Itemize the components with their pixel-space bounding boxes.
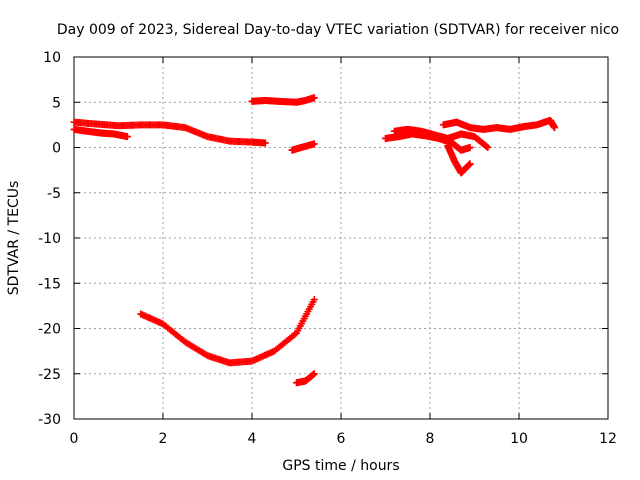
y-tick-label: -30 (38, 412, 61, 428)
series-track-i (390, 125, 492, 151)
x-tick-label: 2 (159, 431, 168, 447)
data-point (466, 160, 474, 168)
y-tick-label: -20 (38, 322, 61, 338)
y-tick-label: -25 (38, 367, 61, 383)
series-track-d (137, 296, 318, 367)
data-point (261, 139, 269, 147)
series-track-h (444, 142, 474, 177)
data-point (310, 296, 318, 304)
x-tick-label: 10 (510, 431, 528, 447)
series-track-g (439, 116, 559, 133)
x-tick-label: 8 (426, 431, 435, 447)
data-point (484, 144, 492, 151)
series-track-a (70, 118, 269, 147)
series-track-b (248, 94, 318, 106)
x-tick-label: 6 (337, 431, 346, 447)
x-ticks: 0 2 4 6 8 10 12 (70, 57, 617, 447)
x-tick-label: 4 (248, 431, 257, 447)
y-tick-label: 0 (52, 141, 61, 157)
y-tick-label: -10 (38, 231, 61, 247)
data-point (123, 133, 131, 141)
y-tick-label: -15 (38, 276, 61, 292)
data-point (310, 140, 318, 148)
series-track-a-lower (70, 125, 131, 141)
series-track-c (288, 140, 318, 154)
data-point (551, 124, 559, 132)
data-point (310, 94, 318, 102)
x-tick-label: 0 (70, 431, 79, 447)
y-tick-label: 10 (43, 50, 61, 66)
series-track-e (293, 370, 318, 387)
chart-title: Day 009 of 2023, Sidereal Day-to-day VTE… (57, 22, 619, 38)
data-point (310, 370, 318, 378)
y-axis-label: SDTVAR / TECUs (6, 181, 22, 296)
y-tick-label: -5 (47, 186, 61, 202)
x-axis-label: GPS time / hours (282, 458, 399, 474)
data-point (466, 144, 474, 151)
grid (74, 57, 608, 419)
y-ticks: 10 5 0 -5 -10 -15 -20 -25 -30 (38, 50, 608, 428)
data-points (70, 94, 559, 387)
x-tick-label: 12 (599, 431, 617, 447)
y-tick-label: 5 (52, 95, 61, 111)
